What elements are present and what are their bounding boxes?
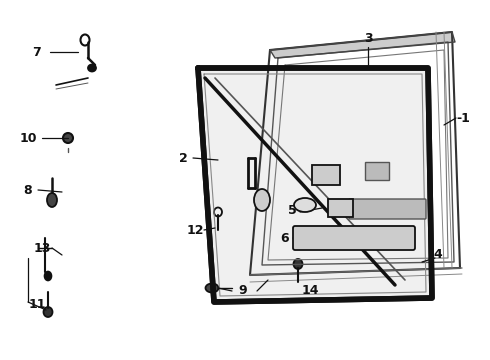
Text: 10: 10 [19,131,37,144]
Text: 11: 11 [28,298,46,311]
Text: 6: 6 [281,231,289,244]
Text: 14: 14 [301,284,319,297]
FancyBboxPatch shape [365,162,389,180]
Text: 5: 5 [288,203,296,216]
Text: 3: 3 [364,32,372,45]
Ellipse shape [205,284,219,292]
Text: 4: 4 [434,248,442,261]
Ellipse shape [88,64,96,72]
Polygon shape [198,68,432,302]
Text: 12: 12 [186,224,204,237]
Text: 13: 13 [33,242,50,255]
Ellipse shape [44,307,52,317]
Ellipse shape [294,259,302,269]
Ellipse shape [47,193,57,207]
FancyBboxPatch shape [293,226,415,250]
Ellipse shape [63,133,73,143]
FancyBboxPatch shape [328,199,353,217]
Ellipse shape [45,271,51,280]
FancyBboxPatch shape [312,165,340,185]
Text: 9: 9 [239,284,247,297]
Polygon shape [270,32,455,58]
Text: 2: 2 [179,152,187,165]
Text: -1: -1 [456,112,470,125]
Text: 7: 7 [32,45,40,59]
Ellipse shape [254,189,270,211]
Ellipse shape [294,198,316,212]
FancyBboxPatch shape [349,199,426,219]
Text: 8: 8 [24,184,32,197]
